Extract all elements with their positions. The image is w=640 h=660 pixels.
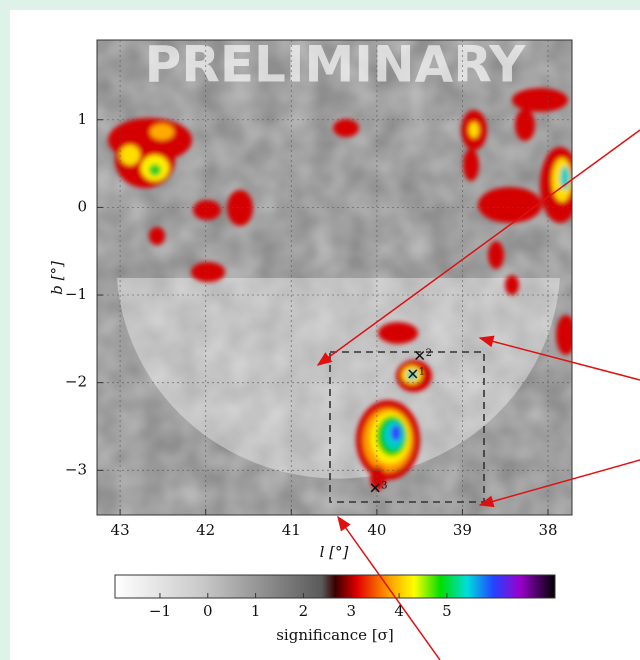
y-tick-label: 1: [77, 110, 87, 128]
y-tick-label: 0: [77, 197, 87, 215]
x-tick-label: 38: [538, 521, 557, 539]
colorbar-tick-label: 3: [346, 602, 356, 620]
colorbar-tick-label: 0: [203, 602, 213, 620]
colorbar-tick-label: 2: [299, 602, 309, 620]
x-tick-label: 39: [453, 521, 472, 539]
x-tick-label: 42: [196, 521, 215, 539]
x-tick-label: 41: [282, 521, 301, 539]
source-label: 1: [419, 366, 425, 377]
x-tick-label: 43: [111, 521, 130, 539]
colorbar-tick-label: −1: [149, 602, 171, 620]
watermark: PRELIMINARY: [145, 36, 526, 94]
y-tick-label: −1: [65, 285, 87, 303]
source-label: 3: [381, 480, 387, 491]
y-tick-label: −2: [65, 373, 87, 391]
colorbar-tick-label: 4: [394, 602, 404, 620]
y-tick-label: −3: [65, 460, 87, 478]
chart: PRELIMINARY l [°] b [°] significance [σ]…: [0, 0, 640, 660]
x-axis-label: l [°]: [320, 543, 349, 561]
colorbar-label: significance [σ]: [276, 626, 394, 644]
y-axis-label: b [°]: [48, 261, 66, 295]
source-label: 2: [426, 348, 432, 359]
x-tick-label: 40: [367, 521, 386, 539]
heatmap: [97, 40, 580, 515]
colorbar-tick-label: 1: [251, 602, 261, 620]
colorbar: [115, 575, 555, 598]
colorbar-tick-label: 5: [442, 602, 452, 620]
page: PRELIMINARY l [°] b [°] significance [σ]…: [0, 0, 640, 660]
